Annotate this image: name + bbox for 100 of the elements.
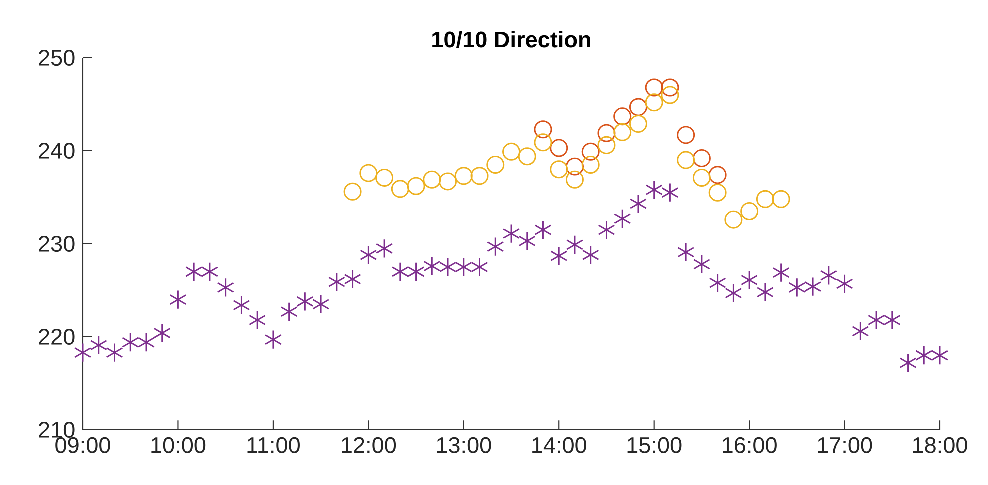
- point: [692, 149, 711, 168]
- point: [376, 168, 394, 187]
- point: [138, 332, 156, 352]
- point: [772, 263, 790, 283]
- point: [423, 170, 442, 189]
- point: [455, 257, 472, 278]
- point: [360, 245, 378, 265]
- point: [534, 120, 552, 139]
- x-tick-label: 17:00: [818, 437, 872, 454]
- point: [661, 78, 680, 97]
- y-tick-label: 250: [39, 50, 75, 66]
- x-tick-label: 15:00: [628, 437, 682, 454]
- x-tick-label: 16:00: [723, 437, 777, 454]
- y-tick-label: 210: [39, 422, 75, 438]
- point: [170, 290, 187, 310]
- point: [439, 257, 457, 278]
- point: [709, 273, 726, 293]
- point: [122, 332, 140, 352]
- point: [740, 202, 759, 220]
- point: [788, 278, 806, 298]
- point: [820, 266, 838, 286]
- point: [201, 262, 219, 282]
- point: [582, 142, 600, 161]
- point: [708, 184, 727, 202]
- point: [487, 236, 504, 257]
- point: [217, 278, 234, 298]
- point: [756, 282, 774, 302]
- point: [693, 254, 711, 274]
- point: [629, 98, 648, 116]
- point: [661, 86, 680, 104]
- point: [106, 343, 124, 363]
- point: [439, 172, 458, 191]
- point: [502, 224, 520, 244]
- point: [916, 346, 933, 366]
- point: [518, 231, 536, 252]
- point: [677, 126, 696, 144]
- point: [186, 262, 203, 282]
- point: [708, 166, 727, 184]
- point: [756, 190, 774, 208]
- point: [804, 276, 822, 297]
- point: [264, 330, 282, 350]
- x-tick-label: 13:00: [437, 437, 492, 454]
- point: [550, 139, 568, 158]
- x-tick-label: 12:00: [342, 437, 396, 454]
- point: [154, 323, 171, 344]
- point: [534, 220, 552, 240]
- point: [408, 262, 425, 282]
- point: [836, 274, 854, 294]
- point: [391, 180, 410, 198]
- point: [454, 167, 473, 186]
- point: [550, 160, 568, 179]
- chart-title: 10/10 Direction: [432, 31, 590, 48]
- point: [614, 209, 632, 229]
- point: [424, 256, 441, 276]
- point: [486, 156, 505, 174]
- point: [90, 336, 108, 356]
- point: [74, 343, 92, 363]
- point: [931, 346, 949, 366]
- y-tick-label: 230: [39, 236, 75, 252]
- point: [248, 310, 266, 330]
- point: [534, 134, 552, 152]
- point: [566, 158, 584, 176]
- x-tick-label: 11:00: [248, 437, 300, 454]
- point: [582, 245, 600, 265]
- point: [662, 183, 679, 203]
- point: [280, 302, 298, 322]
- point: [692, 168, 711, 187]
- point: [470, 167, 489, 186]
- point: [360, 164, 378, 182]
- point: [868, 310, 886, 330]
- point: [884, 310, 901, 330]
- point: [344, 182, 362, 201]
- x-tick-label: 14:00: [532, 437, 586, 454]
- point: [725, 283, 742, 304]
- point: [518, 148, 536, 166]
- x-tick-label: 10:00: [152, 437, 206, 454]
- point: [312, 294, 330, 314]
- point: [296, 292, 314, 312]
- point: [614, 108, 632, 126]
- point: [598, 136, 616, 154]
- point: [646, 180, 663, 200]
- point: [328, 272, 346, 292]
- point: [677, 151, 696, 170]
- point: [677, 242, 695, 262]
- point: [582, 156, 600, 174]
- point: [233, 296, 250, 316]
- x-tick-label: 18:00: [913, 437, 968, 454]
- point: [502, 142, 520, 161]
- point: [407, 177, 426, 196]
- point: [645, 78, 664, 97]
- y-tick-label: 220: [39, 329, 75, 346]
- point: [614, 123, 632, 142]
- point: [376, 238, 394, 258]
- point: [900, 353, 917, 373]
- x-tick-label: 09:00: [56, 437, 110, 454]
- point: [598, 220, 616, 240]
- point: [598, 124, 616, 142]
- point: [772, 190, 790, 208]
- point: [645, 94, 664, 112]
- point: [471, 257, 488, 278]
